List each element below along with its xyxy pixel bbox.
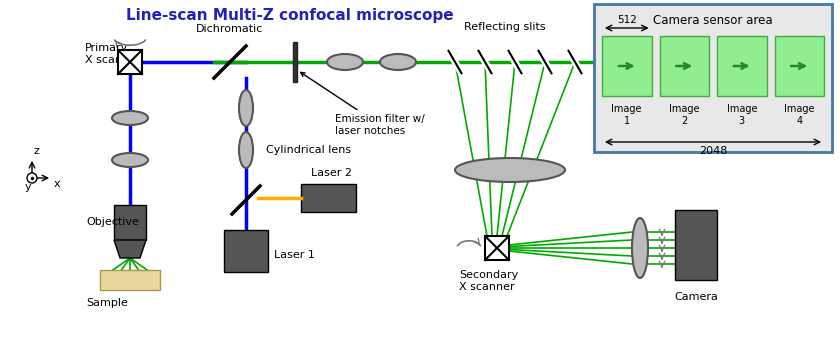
Bar <box>594 4 832 152</box>
Text: Emission filter w/
laser notches: Emission filter w/ laser notches <box>301 72 425 136</box>
Text: Image
4: Image 4 <box>784 104 815 126</box>
Ellipse shape <box>112 111 148 125</box>
Text: Camera: Camera <box>674 292 718 302</box>
Ellipse shape <box>327 54 363 70</box>
Text: Cylindrical lens: Cylindrical lens <box>266 145 351 155</box>
Text: Objective: Objective <box>86 217 139 227</box>
Ellipse shape <box>455 158 565 182</box>
Bar <box>659 36 709 96</box>
Circle shape <box>27 173 37 183</box>
Text: 2048: 2048 <box>699 146 727 156</box>
Text: 512: 512 <box>617 15 637 25</box>
Ellipse shape <box>380 54 416 70</box>
Text: Laser 2: Laser 2 <box>311 168 352 178</box>
Text: x: x <box>54 179 60 189</box>
Bar <box>485 236 509 260</box>
Text: Secondary
X scanner: Secondary X scanner <box>459 270 518 292</box>
Bar <box>114 205 146 240</box>
Bar <box>118 50 142 74</box>
Text: Dichromatic: Dichromatic <box>197 24 264 34</box>
Ellipse shape <box>632 218 648 278</box>
Ellipse shape <box>112 153 148 167</box>
Bar <box>774 36 824 96</box>
Text: Image
2: Image 2 <box>669 104 700 126</box>
Bar <box>224 230 268 272</box>
Text: y: y <box>25 182 32 192</box>
Text: Laser 1: Laser 1 <box>274 250 315 260</box>
Text: Camera sensor area: Camera sensor area <box>654 14 773 27</box>
Bar <box>293 42 297 82</box>
Bar <box>301 184 356 212</box>
Ellipse shape <box>239 132 253 168</box>
Text: Primary
X scanner: Primary X scanner <box>85 43 140 65</box>
Bar <box>675 210 717 280</box>
Text: Sample: Sample <box>86 298 128 308</box>
Text: Image
1: Image 1 <box>612 104 642 126</box>
Polygon shape <box>114 240 146 258</box>
Text: z: z <box>33 146 39 156</box>
Bar <box>100 270 160 290</box>
Bar <box>602 36 652 96</box>
Ellipse shape <box>239 90 253 126</box>
Text: Reflecting slits: Reflecting slits <box>465 22 546 32</box>
Bar <box>717 36 767 96</box>
Text: Line-scan Multi-Z confocal microscope: Line-scan Multi-Z confocal microscope <box>126 8 454 23</box>
Text: Image
3: Image 3 <box>727 104 757 126</box>
